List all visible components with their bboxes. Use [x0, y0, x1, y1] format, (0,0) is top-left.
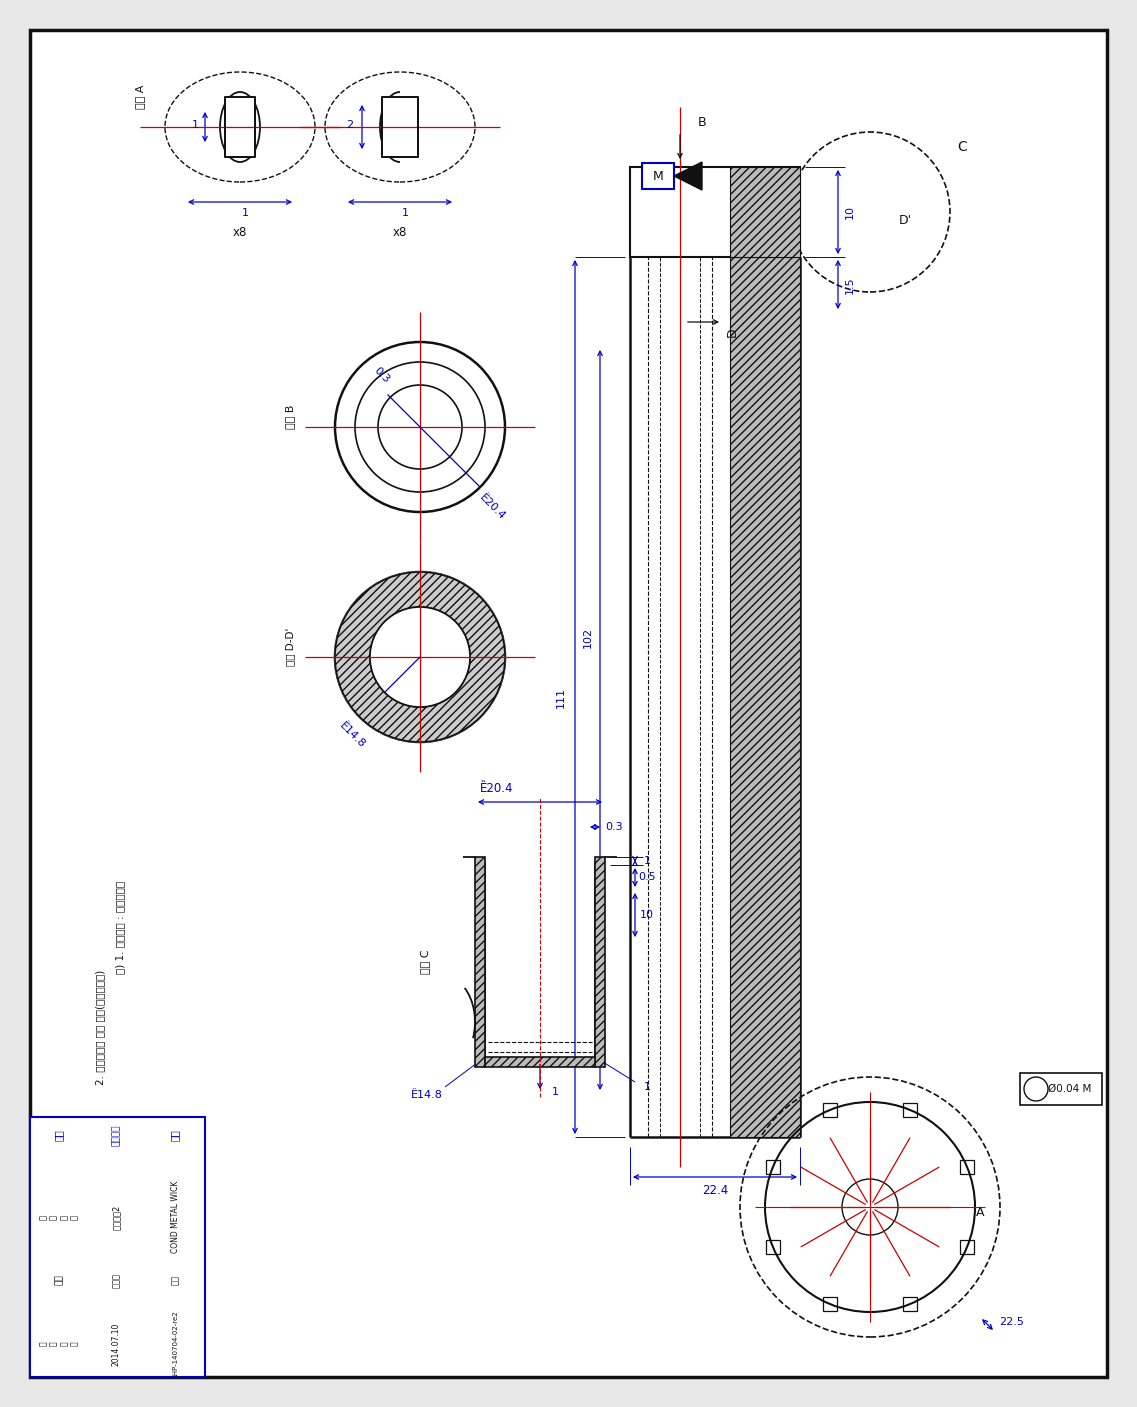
Text: 당라리어2: 당라리어2	[111, 1204, 121, 1230]
Bar	[960, 1240, 974, 1254]
Text: 단면 A: 단면 A	[135, 84, 146, 110]
Bar	[766, 1159, 780, 1173]
Text: 1: 1	[191, 120, 199, 129]
Text: 0.3: 0.3	[372, 366, 392, 384]
Text: C: C	[957, 141, 966, 153]
Text: 검도: 검도	[55, 1275, 64, 1286]
Text: 1.5: 1.5	[845, 276, 855, 294]
Circle shape	[370, 606, 470, 706]
Text: A: A	[976, 1206, 985, 1218]
Bar	[766, 1240, 780, 1254]
Text: 2014.07.10: 2014.07.10	[111, 1323, 121, 1366]
Text: 0.3: 0.3	[605, 822, 623, 832]
Text: M: M	[653, 169, 663, 183]
Text: 재료: 재료	[53, 1130, 64, 1141]
Bar	[960, 1159, 974, 1173]
Text: 102: 102	[583, 626, 594, 647]
Polygon shape	[674, 162, 702, 190]
Text: 1: 1	[401, 208, 408, 218]
Text: Ȅ20.4: Ȅ20.4	[480, 782, 514, 795]
Text: 2. 스켔일단위 수는 제외(스켈리스트): 2. 스켔일단위 수는 제외(스켈리스트)	[96, 969, 105, 1085]
Text: 영상 C: 영상 C	[420, 950, 430, 974]
Bar	[485, 1057, 595, 1067]
Bar	[475, 857, 485, 1067]
Text: 단면 D-D': 단면 D-D'	[285, 628, 294, 666]
Text: 기
일
이
행: 기 일 이 행	[39, 1342, 80, 1346]
Text: 10: 10	[640, 910, 654, 920]
Bar	[903, 1297, 918, 1311]
Text: 1: 1	[241, 208, 249, 218]
Text: 설계기관: 설계기관	[111, 1124, 121, 1145]
Bar	[1020, 1074, 1102, 1104]
Text: 설계인: 설계인	[111, 1272, 121, 1287]
Bar	[595, 857, 605, 1067]
Bar	[823, 1297, 837, 1311]
Text: x8: x8	[233, 225, 247, 239]
Text: 1: 1	[644, 1082, 650, 1092]
Text: 2: 2	[347, 120, 354, 129]
Bar	[730, 167, 800, 257]
Text: 22.4: 22.4	[702, 1185, 728, 1197]
Text: Ȅ20.4: Ȅ20.4	[478, 492, 507, 522]
Text: 표준: 표준	[171, 1130, 180, 1141]
Text: COND METAL WICK: COND METAL WICK	[171, 1180, 180, 1254]
Text: Ø0.04 M: Ø0.04 M	[1048, 1083, 1092, 1095]
Text: 111: 111	[556, 687, 566, 708]
Text: D: D	[725, 328, 739, 336]
Text: Ȅ14.8: Ȅ14.8	[338, 720, 367, 750]
Polygon shape	[335, 573, 505, 741]
Bar	[225, 97, 255, 158]
Bar	[903, 1103, 918, 1117]
Text: 도면: 도면	[171, 1275, 180, 1285]
Text: 10: 10	[845, 205, 855, 219]
Text: x8: x8	[392, 225, 407, 239]
Text: 주) 1. 사용재료 : 실스러니켈: 주) 1. 사용재료 : 실스러니켈	[115, 881, 125, 974]
Text: B: B	[698, 115, 706, 128]
Bar	[823, 1103, 837, 1117]
Text: 0.5: 0.5	[638, 872, 656, 882]
Text: 22.5: 22.5	[999, 1317, 1024, 1327]
Text: 기
다
각
형: 기 다 각 형	[39, 1214, 80, 1220]
Text: D': D'	[898, 214, 912, 227]
Wedge shape	[335, 573, 505, 741]
Text: LHP-140704-02-re2: LHP-140704-02-re2	[172, 1310, 179, 1377]
Text: 1: 1	[551, 1088, 558, 1097]
Bar	[730, 257, 800, 1137]
Text: Ȅ14.8: Ȅ14.8	[412, 1090, 443, 1100]
Bar	[382, 97, 418, 158]
Text: 단면 B: 단면 B	[285, 405, 294, 429]
Bar	[30, 1117, 205, 1377]
Text: 1: 1	[644, 855, 650, 865]
Bar	[630, 167, 800, 257]
Bar	[642, 163, 674, 189]
